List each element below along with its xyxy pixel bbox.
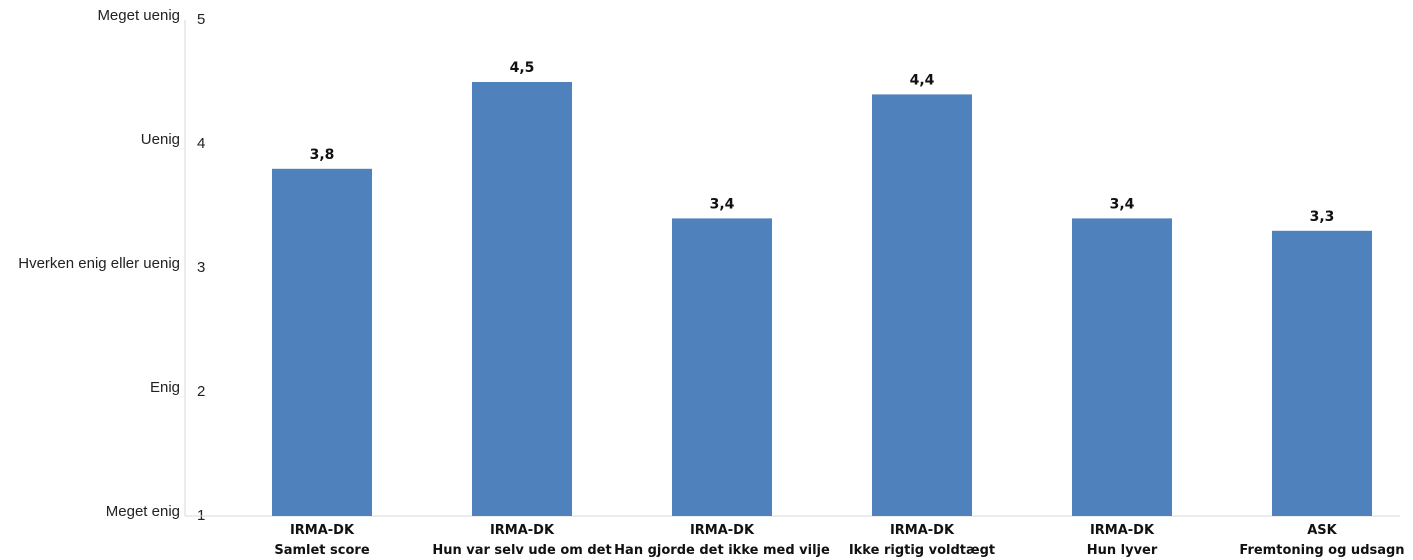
category-label: IRMA-DK Hun var selv ude om det xyxy=(432,523,611,558)
category-labels: IRMA-DK Samlet score IRMA-DK Hun var selv u… xyxy=(274,523,1404,558)
y-tick-labels: 1 2 3 4 5 xyxy=(197,11,205,524)
data-label: 4,5 xyxy=(510,60,535,76)
category-label-line: Fremtoning og udsagn xyxy=(1239,543,1404,558)
category-label-line: ASK xyxy=(1307,523,1337,538)
category-label-line: Han gjorde det ikke med vilje xyxy=(614,543,830,558)
category-label-line: IRMA-DK xyxy=(1090,523,1155,538)
category-label: ASK Fremtoning og udsagn xyxy=(1239,523,1404,558)
y-scale-label: Meget enig xyxy=(106,503,180,520)
category-label-line: IRMA-DK xyxy=(690,523,755,538)
y-scale-labels: Meget enig Enig Hverken enig eller uenig Ue… xyxy=(18,7,180,520)
bar xyxy=(872,94,972,517)
bar xyxy=(472,82,572,516)
y-tick-label: 4 xyxy=(197,135,205,152)
category-label: IRMA-DK Han gjorde det ikke med vilje xyxy=(614,523,830,558)
category-label-line: Hun lyver xyxy=(1087,543,1158,558)
category-label: IRMA-DK Samlet score xyxy=(274,523,369,558)
y-tick-label: 5 xyxy=(197,11,205,28)
y-scale-label: Uenig xyxy=(141,131,180,148)
y-tick-label: 1 xyxy=(197,507,205,524)
y-scale-label: Enig xyxy=(150,379,180,396)
category-label-line: IRMA-DK xyxy=(490,523,555,538)
data-label: 3,4 xyxy=(1110,196,1135,212)
y-scale-label: Meget uenig xyxy=(97,7,180,24)
bars xyxy=(272,82,1372,517)
category-label-line: Hun var selv ude om det xyxy=(432,543,611,558)
category-label: IRMA-DK Hun lyver xyxy=(1087,523,1158,558)
bar xyxy=(672,218,772,516)
data-label: 3,3 xyxy=(1310,209,1335,225)
category-label-line: Ikke rigtig voldtægt xyxy=(849,543,995,558)
data-label: 4,4 xyxy=(910,72,935,88)
y-tick-label: 2 xyxy=(197,383,205,400)
data-labels: 3,8 4,5 3,4 4,4 3,4 3,3 xyxy=(310,60,1335,225)
bar xyxy=(1272,230,1372,517)
bar xyxy=(1072,218,1172,516)
category-label: IRMA-DK Ikke rigtig voldtægt xyxy=(849,523,995,558)
category-label-line: IRMA-DK xyxy=(890,523,955,538)
bar xyxy=(272,168,372,517)
y-tick-label: 3 xyxy=(197,259,205,276)
data-label: 3,4 xyxy=(710,196,735,212)
y-scale-label: Hverken enig eller uenig xyxy=(18,255,180,272)
category-label-line: IRMA-DK xyxy=(290,523,355,538)
data-label: 3,8 xyxy=(310,147,335,163)
category-label-line: Samlet score xyxy=(274,543,369,558)
